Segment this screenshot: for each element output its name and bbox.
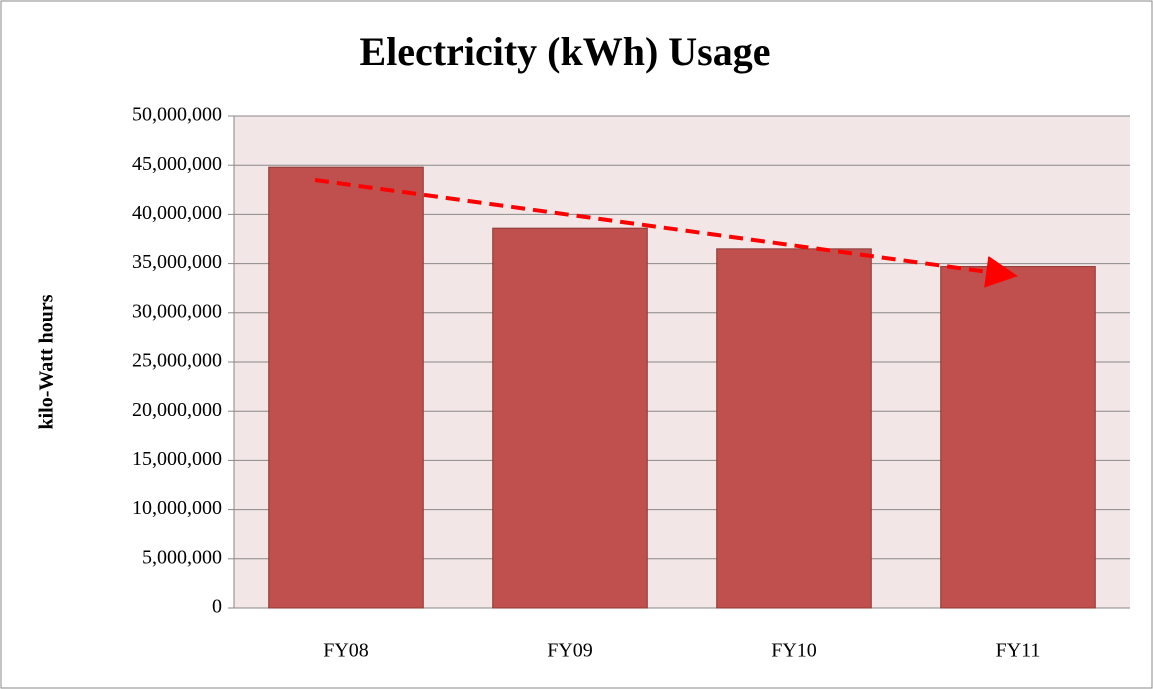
- y-tick-label: 25,000,000: [132, 350, 222, 372]
- bar: [492, 227, 648, 609]
- x-tick-label: FY09: [547, 640, 593, 662]
- y-tick-label: 40,000,000: [132, 202, 222, 224]
- y-tick-label: 30,000,000: [132, 300, 222, 322]
- y-tick-label: 5,000,000: [142, 546, 222, 568]
- y-tick-label: 20,000,000: [132, 399, 222, 421]
- bar: [268, 166, 424, 609]
- y-tick-label: 45,000,000: [132, 153, 222, 175]
- y-tick-label: 15,000,000: [132, 448, 222, 470]
- trend-arrow: [314, 178, 1018, 288]
- x-tick-label: FY11: [996, 640, 1041, 662]
- y-tick-label: 10,000,000: [132, 497, 222, 519]
- bar: [716, 248, 872, 609]
- x-tick-label: FY08: [323, 640, 369, 662]
- bar: [940, 266, 1096, 609]
- y-tick-label: 0: [212, 596, 222, 618]
- y-axis-title: kilo-Watt hours: [36, 294, 58, 429]
- chart-title: Electricity (kWh) Usage: [359, 29, 770, 74]
- y-tick-label: 50,000,000: [132, 104, 222, 126]
- x-tick-label: FY10: [771, 640, 817, 662]
- y-tick-label: 35,000,000: [132, 251, 222, 273]
